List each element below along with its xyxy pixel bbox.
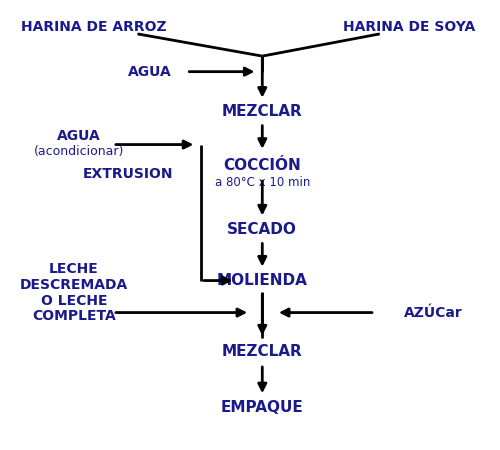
Text: HARINA DE ARROZ: HARINA DE ARROZ: [20, 20, 166, 34]
Text: O LECHE: O LECHE: [40, 293, 107, 307]
Text: SECADO: SECADO: [228, 222, 297, 237]
Text: AZÚCar: AZÚCar: [404, 306, 463, 320]
Text: (acondicionar): (acondicionar): [34, 145, 124, 158]
Text: EMPAQUE: EMPAQUE: [221, 400, 304, 415]
Text: HARINA DE SOYA: HARINA DE SOYA: [343, 20, 475, 34]
Text: DESCREMADA: DESCREMADA: [20, 278, 128, 292]
Text: LECHE: LECHE: [49, 262, 98, 276]
Text: MEZCLAR: MEZCLAR: [222, 104, 302, 119]
Text: MEZCLAR: MEZCLAR: [222, 344, 302, 359]
Text: AGUA: AGUA: [128, 65, 172, 79]
Text: MOLIENDA: MOLIENDA: [217, 273, 308, 288]
Text: COMPLETA: COMPLETA: [32, 309, 116, 323]
Text: a 80°C x 10 min: a 80°C x 10 min: [214, 176, 310, 189]
Text: EXTRUSION: EXTRUSION: [82, 167, 173, 181]
Text: COCCIÓN: COCCIÓN: [224, 158, 301, 172]
Text: AGUA: AGUA: [57, 129, 100, 143]
